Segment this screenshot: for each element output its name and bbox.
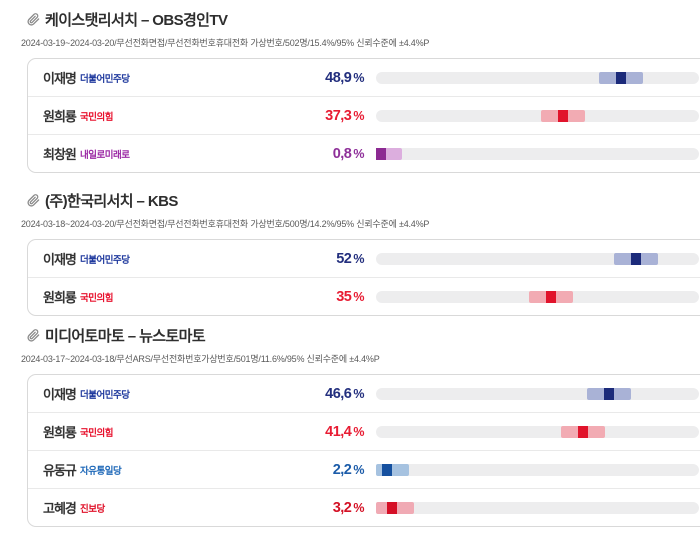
party-name: 국민의힘 xyxy=(80,427,113,439)
candidate-name: 최창원 xyxy=(43,147,77,162)
percent-number: 48,9 xyxy=(325,69,352,86)
percent-number: 37,3 xyxy=(325,107,352,124)
result-row: 고혜경 진보당 3,2% xyxy=(28,488,700,526)
result-row: 원희룡 국민의힘 41,4% xyxy=(28,412,700,450)
bar-track xyxy=(376,290,699,303)
percent-number: 52 xyxy=(336,250,352,267)
section-title: 미디어토마토 – 뉴스토마토 xyxy=(45,327,206,345)
percent-value: 3,2% xyxy=(283,499,365,516)
poll-section: 케이스탯리서치 – OBS경인TV 2024-03-19~2024-03-20/… xyxy=(0,9,700,173)
percent-number: 35 xyxy=(336,288,352,305)
percent-value: 2,2% xyxy=(283,461,365,478)
point-estimate xyxy=(631,252,641,265)
candidate-name: 원희룡 xyxy=(43,425,77,440)
percent-unit: % xyxy=(353,386,364,401)
paperclip-icon xyxy=(27,12,40,26)
percent-value: 41,4% xyxy=(283,424,364,440)
party-name: 더불어민주당 xyxy=(80,254,130,266)
candidate-name: 원희룡 xyxy=(43,290,77,305)
percent-value: 48,9% xyxy=(283,70,364,86)
point-estimate xyxy=(546,290,556,303)
candidate-name: 이재명 xyxy=(43,71,77,86)
paperclip-icon xyxy=(27,193,40,207)
point-estimate xyxy=(578,425,588,438)
percent-value: 0,8% xyxy=(283,145,365,162)
point-estimate xyxy=(615,71,626,84)
poll-section: 미디어토마토 – 뉴스토마토 2024-03-17~2024-03-18/무선A… xyxy=(0,325,700,527)
percent-unit: % xyxy=(353,500,364,515)
bar-track xyxy=(376,109,699,122)
percent-unit: % xyxy=(353,424,364,439)
point-estimate xyxy=(376,147,386,160)
results-panel: 이재명 더불어민주당 46,6% 원희룡 국민의힘 41,4% 유동규 자유통일당 2,2% 고혜… xyxy=(27,374,700,527)
bar-track xyxy=(376,463,699,476)
section-details: 2024-03-17~2024-03-18/무선ARS/무선전화번호가상번호/5… xyxy=(21,354,380,364)
poll-section: (주)한국리서치 – KBS 2024-03-18~2024-03-20/무선전… xyxy=(0,190,700,316)
bar-track xyxy=(376,387,699,400)
section-header: (주)한국리서치 – KBS xyxy=(0,190,700,210)
candidate-name: 유동규 xyxy=(43,463,77,478)
bar-track xyxy=(376,425,699,438)
section-details: 2024-03-19~2024-03-20/무선전화면접/무선전화번호휴대전화 … xyxy=(21,38,430,48)
bar-track xyxy=(376,147,699,160)
bar-track xyxy=(376,252,699,265)
percent-number: 46,6 xyxy=(325,385,352,402)
result-row: 이재명 더불어민주당 46,6% xyxy=(28,375,700,412)
results-panel: 이재명 더불어민주당 52% 원희룡 국민의힘 35% xyxy=(27,239,700,316)
section-header: 미디어토마토 – 뉴스토마토 xyxy=(0,325,700,345)
party-name: 내일로미래로 xyxy=(80,149,130,161)
candidate-name: 이재명 xyxy=(43,252,77,267)
bar-track xyxy=(376,501,699,514)
percent-number: 41,4 xyxy=(325,423,352,440)
percent-unit: % xyxy=(353,462,364,477)
party-name: 더불어민주당 xyxy=(80,389,130,401)
result-row: 원희룡 국민의힘 35% xyxy=(28,277,700,315)
party-name: 진보당 xyxy=(80,503,105,515)
result-row: 원희룡 국민의힘 37,3% xyxy=(28,96,700,134)
candidate-name: 이재명 xyxy=(43,387,77,402)
confidence-band xyxy=(376,463,409,476)
percent-unit: % xyxy=(353,70,364,85)
section-title: 케이스탯리서치 – OBS경인TV xyxy=(45,11,228,29)
percent-unit: % xyxy=(353,146,364,161)
percent-value: 46,6% xyxy=(283,386,364,402)
point-estimate xyxy=(387,501,397,514)
percent-unit: % xyxy=(353,251,364,266)
percent-number: 3,2 xyxy=(332,499,352,516)
section-details: 2024-03-18~2024-03-20/무선전화면접/무선전화번호휴대전화 … xyxy=(21,219,430,229)
point-estimate xyxy=(382,463,392,476)
paperclip-icon xyxy=(27,328,40,342)
percent-value: 35% xyxy=(283,289,364,305)
party-name: 더불어민주당 xyxy=(80,73,130,85)
point-estimate xyxy=(604,387,614,400)
point-estimate xyxy=(557,109,568,122)
percent-value: 52% xyxy=(283,251,364,267)
percent-number: 2,2 xyxy=(332,461,352,478)
percent-unit: % xyxy=(353,108,364,123)
candidate-name: 원희룡 xyxy=(43,109,77,124)
section-header: 케이스탯리서치 – OBS경인TV xyxy=(0,9,700,29)
results-panel: 이재명 더불어민주당 48,9% 원희룡 국민의힘 37,3% 최창원 내일로미래로 0,8% xyxy=(27,58,700,173)
result-row: 유동규 자유통일당 2,2% xyxy=(28,450,700,488)
party-name: 국민의힘 xyxy=(80,292,113,304)
bar-track xyxy=(376,71,699,84)
percent-value: 37,3% xyxy=(283,108,364,124)
candidate-name: 고혜경 xyxy=(43,501,77,516)
percent-number: 0,8 xyxy=(332,145,352,162)
result-row: 최창원 내일로미래로 0,8% xyxy=(28,134,700,172)
party-name: 국민의힘 xyxy=(80,111,113,123)
percent-unit: % xyxy=(353,289,364,304)
party-name: 자유통일당 xyxy=(80,465,122,477)
section-title: (주)한국리서치 – KBS xyxy=(45,192,178,210)
result-row: 이재명 더불어민주당 48,9% xyxy=(28,59,700,96)
result-row: 이재명 더불어민주당 52% xyxy=(28,240,700,277)
